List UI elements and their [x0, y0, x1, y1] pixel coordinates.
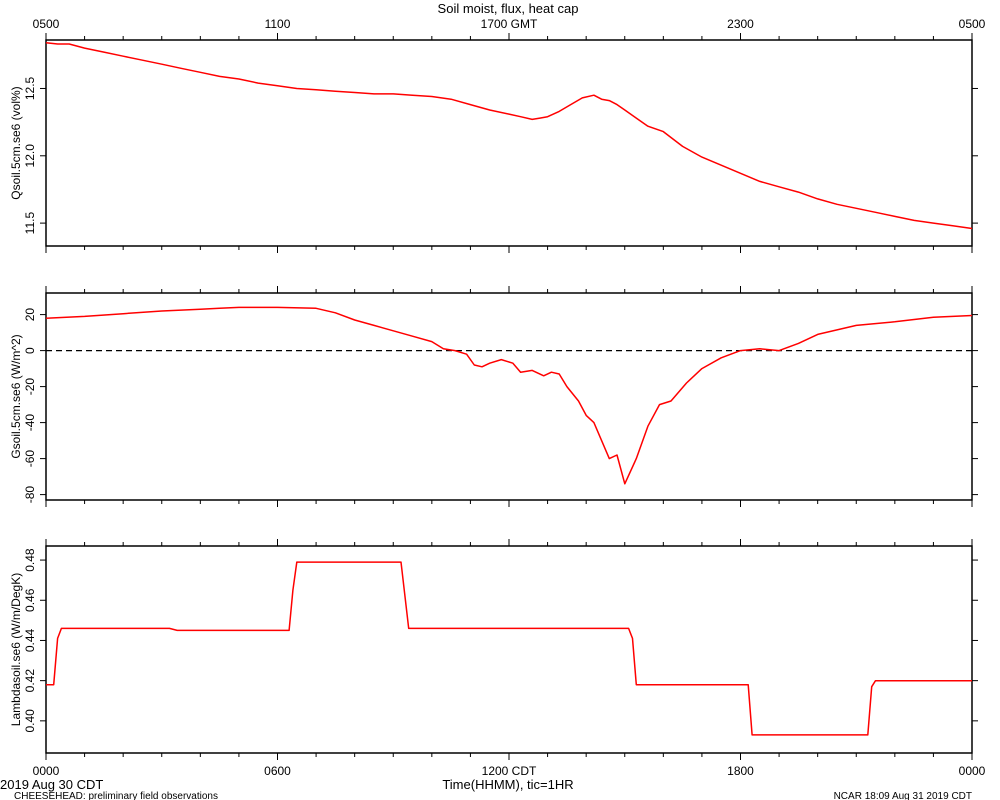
y-tick-label: -20 — [23, 378, 37, 396]
bottom-tick-label: 0000 — [959, 764, 986, 778]
series-line — [46, 561, 972, 736]
y-tick-label: 0.40 — [23, 709, 37, 733]
top-axis-tick-labels: 0500 1100 1700 GMT 2300 0500 — [33, 17, 986, 31]
y-tick-label: 0.42 — [23, 669, 37, 693]
bottom-tick-label: 0600 — [264, 764, 291, 778]
y-tick-label: 0 — [23, 347, 37, 354]
y-tick-label: 0.48 — [23, 548, 37, 572]
x-axis-label: Time(HHMM), tic=1HR — [442, 777, 573, 792]
bottom-axis-tick-labels: 0000 0600 1200 CDT 1800 0000 — [33, 764, 986, 778]
top-tick-label: 0500 — [33, 17, 60, 31]
y-tick-label: 0.44 — [23, 628, 37, 652]
figure-title: Soil moist, flux, heat cap — [438, 1, 579, 16]
y-tick-label: -80 — [23, 486, 37, 504]
top-tick-label: 1100 — [265, 17, 291, 31]
top-tick-label: 0500 — [959, 17, 986, 31]
series-line — [45, 306, 973, 485]
top-tick-label: 2300 — [727, 17, 754, 31]
y-axis-label: Gsoil.5cm.se6 (W/m^2) — [9, 334, 23, 458]
y-tick-label: 11.5 — [23, 212, 37, 235]
top-tick-label: 1700 GMT — [481, 17, 538, 31]
y-tick-label: 12.0 — [23, 144, 37, 168]
bottom-tick-label: 1200 CDT — [482, 764, 537, 778]
y-tick-label: 0.46 — [23, 588, 37, 612]
plot-frame — [45, 292, 973, 501]
y-tick-label: -60 — [23, 450, 37, 468]
y-axis-label: Lambdasoil.se6 (W/m/DegK) — [9, 573, 23, 726]
series-line — [45, 41, 973, 230]
plot-frame — [45, 39, 973, 247]
footer-right: NCAR 18:09 Aug 31 2019 CDT — [834, 791, 972, 800]
plot-frame — [45, 545, 973, 754]
bottom-tick-label: 0000 — [33, 764, 60, 778]
bottom-tick-label: 1800 — [727, 764, 754, 778]
y-tick-label: -40 — [23, 414, 37, 432]
y-axis-label: Qsoil.5cm.se6 (vol%) — [9, 86, 23, 199]
date-label: 2019 Aug 30 CDT — [0, 777, 103, 792]
y-tick-label: 20 — [23, 308, 37, 322]
y-tick-label: 12.5 — [23, 76, 37, 100]
footer-left: CHEESEHEAD: preliminary field observatio… — [14, 791, 218, 800]
